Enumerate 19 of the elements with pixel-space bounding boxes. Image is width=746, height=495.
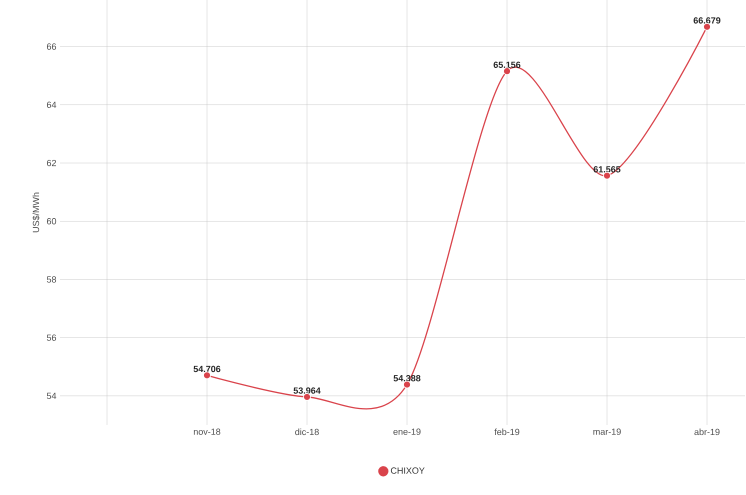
x-tick-label: dic-18 [295,428,319,436]
x-tick-label: feb-19 [494,428,520,436]
data-label: 66.679 [694,17,720,24]
y-tick-label: 60 [46,218,56,224]
data-label: 53.964 [294,387,321,394]
y-tick-label: 58 [46,276,56,283]
data-label: 65.156 [494,62,520,68]
y-tick-label: 64 [46,102,56,108]
legend-label: CHIXOY [390,467,425,474]
y-tick-label: 54 [46,392,56,400]
x-tick-label: nov-18 [194,428,220,435]
x-tick-label: ene-19 [393,428,421,435]
data-label: 54.706 [194,366,220,372]
y-tick-label: 66 [46,43,56,50]
y-axis-title: US$/MWh [32,192,40,232]
y-tick-label: 56 [46,334,56,341]
y-tick-label: 62 [46,160,56,166]
x-tick-label: mar-19 [593,428,621,435]
x-tick-label: abr-19 [694,428,720,436]
